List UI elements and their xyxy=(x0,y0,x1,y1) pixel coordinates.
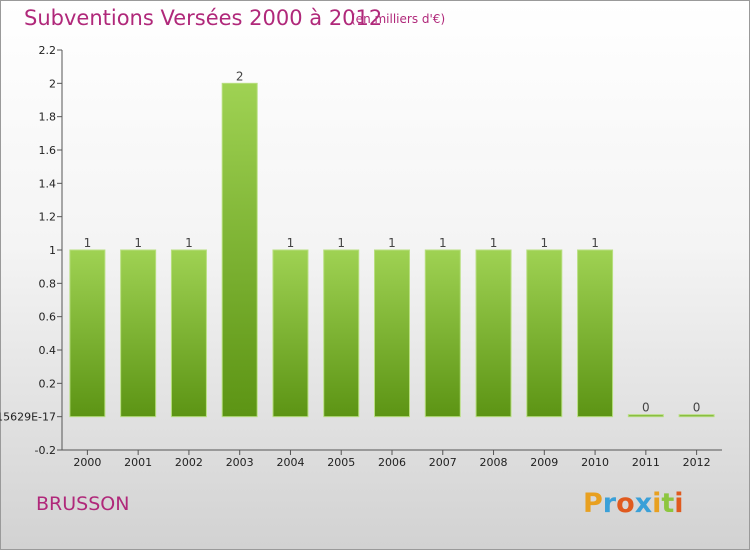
bar-value-label: 1 xyxy=(490,236,498,250)
y-tick-label: 1.2 xyxy=(39,211,57,224)
bar-value-label: 1 xyxy=(591,236,599,250)
bar-value-label: 0 xyxy=(693,401,701,415)
y-tick-label: 0.6 xyxy=(39,311,57,324)
logo-letter: i xyxy=(674,488,684,519)
bar xyxy=(272,249,309,418)
x-tick-label: 2009 xyxy=(530,456,558,469)
bar-value-label: 1 xyxy=(540,236,548,250)
y-tick-label: 2.2 xyxy=(39,44,57,57)
bar xyxy=(526,249,563,418)
logo-letter: P xyxy=(583,488,603,519)
x-tick-label: 2008 xyxy=(480,456,508,469)
logo-letter: r xyxy=(602,488,617,519)
bar-value-label: 2 xyxy=(236,69,244,83)
y-tick-label: 1 xyxy=(49,244,56,257)
x-tick-label: 2006 xyxy=(378,456,406,469)
bar xyxy=(577,249,614,418)
x-tick-label: 2005 xyxy=(327,456,355,469)
chart-axes: -0.2 0.2 0.4 0.6 0.8 1 1.2 1.4 1.6 1.8 2 2.2 -15629E… xyxy=(0,44,722,469)
x-tick-label: 2011 xyxy=(632,456,660,469)
y-tick-label: 1.8 xyxy=(39,111,57,124)
x-tick-label: 2012 xyxy=(683,456,711,469)
x-tick-label: 2010 xyxy=(581,456,609,469)
bar xyxy=(475,249,512,418)
logo-letter: i xyxy=(652,488,662,519)
bar xyxy=(69,249,106,418)
x-tick-label: 2001 xyxy=(124,456,152,469)
proxiti-logo: Proxiti xyxy=(583,488,684,519)
x-tick-label: 2004 xyxy=(276,456,304,469)
y-tick-label: 1.6 xyxy=(39,144,57,157)
chart-title: Subventions Versées 2000 à 2012 xyxy=(24,6,383,30)
logo-letter: x xyxy=(634,488,653,519)
x-tick-label: 2007 xyxy=(429,456,457,469)
logo-letter: o xyxy=(616,488,635,519)
y-tick-label: 1.4 xyxy=(39,177,57,190)
bar xyxy=(374,249,410,418)
bar-value-label: 1 xyxy=(134,236,142,250)
bar-value-label: 1 xyxy=(84,236,92,250)
x-tick-label: 2002 xyxy=(175,456,203,469)
bar xyxy=(323,249,360,418)
y-tick-label-zero: -15629E-17 xyxy=(0,411,56,424)
y-tick-label: 2 xyxy=(49,77,56,90)
bar xyxy=(424,249,461,418)
commune-name: BRUSSON xyxy=(36,493,130,515)
logo-letter: t xyxy=(661,488,675,519)
bar-value-label: 1 xyxy=(337,236,345,250)
bar xyxy=(221,82,258,418)
y-tick-label: -0.2 xyxy=(35,444,56,457)
bar xyxy=(627,414,664,418)
bar-value-label: 0 xyxy=(642,401,650,415)
chart-bars: 1 1 1 2 1 1 1 1 1 1 1 0 0 xyxy=(69,69,715,418)
y-tick-label: 0.2 xyxy=(39,377,57,390)
bar-value-label: 1 xyxy=(287,236,295,250)
bar xyxy=(170,249,207,418)
chart-unit: (en milliers d'€) xyxy=(351,12,446,26)
bar-value-label: 1 xyxy=(388,236,396,250)
y-tick-label: 0.8 xyxy=(39,277,57,290)
bar xyxy=(678,414,715,418)
bar-value-label: 1 xyxy=(439,236,447,250)
y-tick-label: 0.4 xyxy=(39,344,57,357)
bar xyxy=(120,249,157,418)
x-tick-label: 2000 xyxy=(73,456,101,469)
bar-value-label: 1 xyxy=(185,236,193,250)
x-tick-label: 2003 xyxy=(226,456,254,469)
